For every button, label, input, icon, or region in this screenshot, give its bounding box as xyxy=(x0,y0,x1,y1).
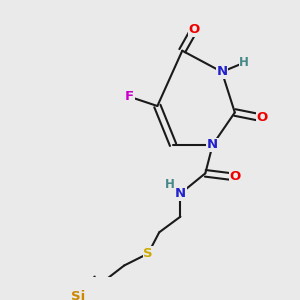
Text: F: F xyxy=(125,90,134,103)
Text: H: H xyxy=(164,178,174,191)
Text: N: N xyxy=(216,65,227,78)
Text: Si: Si xyxy=(71,290,85,300)
Text: O: O xyxy=(257,112,268,124)
Text: N: N xyxy=(175,187,186,200)
Text: S: S xyxy=(143,247,153,260)
Text: O: O xyxy=(189,23,200,36)
Text: N: N xyxy=(207,138,218,151)
Text: H: H xyxy=(239,56,249,69)
Text: O: O xyxy=(229,170,240,184)
